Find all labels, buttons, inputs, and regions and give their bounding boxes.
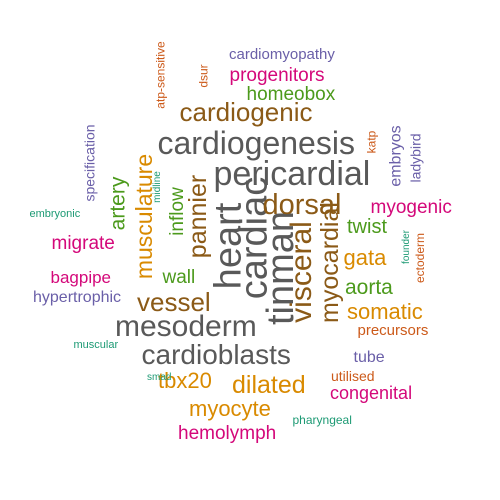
word-dilated: dilated	[232, 370, 306, 399]
word-pericardial: pericardial	[213, 155, 371, 193]
word-embryonic: embryonic	[29, 207, 81, 220]
word-progenitors: progenitors	[229, 64, 325, 86]
word-inflow: inflow	[166, 186, 188, 236]
word-artery: artery	[106, 176, 130, 230]
word-visceral: visceral	[284, 221, 318, 323]
word-myogenic: myogenic	[370, 196, 452, 218]
word-somatic: somatic	[347, 299, 423, 324]
word-hypertrophic: hypertrophic	[33, 289, 122, 306]
word-embryos: embryos	[387, 125, 405, 187]
word-aorta: aorta	[345, 275, 393, 299]
word-utilised: utilised	[331, 368, 375, 384]
word-vessel: vessel	[137, 287, 211, 317]
word-precursors: precursors	[357, 321, 429, 339]
word-homeobox: homeobox	[246, 83, 336, 105]
word-tube: tube	[353, 349, 385, 366]
word-muscular: muscular	[73, 338, 119, 351]
word-smad: smad	[147, 372, 172, 383]
word-dorsal: dorsal	[262, 188, 342, 221]
word-pharyngeal: pharyngeal	[292, 413, 352, 427]
word-congenital: congenital	[330, 383, 413, 403]
word-myocyte: myocyte	[189, 396, 271, 421]
word-gata: gata	[343, 245, 387, 270]
word-twist: twist	[347, 216, 387, 238]
word-cardioblasts: cardioblasts	[141, 339, 291, 370]
word-wall: wall	[162, 266, 196, 288]
word-mesoderm: mesoderm	[115, 310, 257, 343]
word-ectoderm: ectoderm	[413, 232, 428, 284]
word-hemolymph: hemolymph	[178, 422, 277, 444]
word-founder: founder	[400, 230, 412, 264]
word-tbx20: tbx20	[158, 368, 212, 393]
word-atp-sensitive: atp-sensitive	[153, 41, 168, 109]
word-pannier: pannier	[183, 174, 212, 258]
word-katp: katp	[363, 130, 378, 154]
word-specification: specification	[81, 124, 98, 202]
word-migrate: migrate	[51, 232, 115, 254]
word-cardiomyopathy: cardiomyopathy	[229, 45, 335, 63]
word-dsur: dsur	[196, 64, 211, 88]
word-ladybird: ladybird	[407, 133, 424, 183]
word-midline: midline	[151, 171, 163, 203]
word-bagpipe: bagpipe	[50, 267, 112, 287]
word-cardiogenesis: cardiogenesis	[157, 125, 355, 161]
word-myocardial: myocardial	[315, 201, 344, 323]
word-cardiogenic: cardiogenic	[179, 97, 313, 127]
